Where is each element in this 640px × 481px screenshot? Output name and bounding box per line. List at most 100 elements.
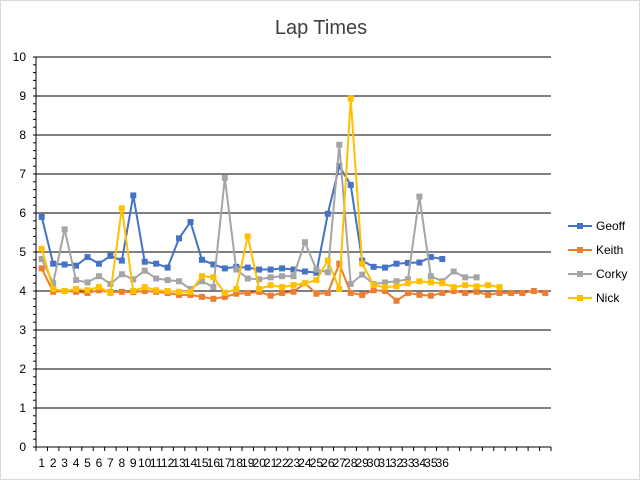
- data-point: [404, 289, 411, 296]
- x-tick-label: 17: [218, 456, 232, 470]
- x-tick-label: 19: [241, 456, 255, 470]
- data-point: [347, 181, 354, 188]
- data-point: [164, 288, 171, 294]
- series-line-nick: [40, 97, 500, 294]
- data-point: [473, 283, 480, 290]
- data-point: [416, 278, 423, 285]
- x-tick-label: 23: [287, 456, 301, 470]
- x-tick-label: 15: [195, 456, 209, 470]
- data-point: [416, 291, 423, 298]
- data-point: [210, 274, 217, 281]
- data-point: [164, 264, 171, 271]
- data-point: [370, 282, 377, 289]
- data-point: [221, 293, 228, 300]
- data-point: [313, 269, 320, 276]
- x-tick-label: 2: [50, 456, 57, 470]
- data-point: [473, 274, 480, 281]
- x-tick-label: 12: [161, 456, 175, 470]
- data-point: [485, 282, 492, 289]
- data-point: [359, 271, 366, 278]
- x-tick-label: 1: [38, 456, 45, 470]
- data-point: [141, 288, 148, 294]
- data-point: [324, 269, 331, 276]
- data-point: [176, 235, 183, 242]
- data-point: [279, 284, 286, 291]
- data-point: [336, 141, 343, 148]
- legend-label: Geoff: [596, 219, 626, 233]
- data-point: [359, 260, 366, 267]
- data-point: [542, 289, 549, 296]
- data-point: [450, 284, 457, 291]
- data-point: [290, 266, 297, 273]
- data-point: [439, 256, 446, 263]
- data-point: [176, 291, 183, 298]
- data-point: [301, 268, 308, 275]
- x-tick-label: 25: [310, 456, 324, 470]
- data-point: [519, 289, 526, 296]
- data-point: [118, 257, 125, 264]
- data-point: [416, 193, 423, 200]
- data-point: [95, 273, 102, 280]
- data-point: [462, 282, 469, 289]
- data-point: [244, 275, 251, 282]
- legend-label: Keith: [596, 243, 623, 257]
- data-point: [210, 261, 217, 268]
- data-point: [118, 288, 125, 295]
- x-tick-label: 7: [107, 456, 114, 470]
- data-point: [198, 278, 205, 285]
- x-tick-label: 8: [118, 456, 125, 470]
- y-tick-label: 7: [19, 167, 26, 181]
- data-point: [153, 275, 160, 282]
- series-lines: [38, 95, 549, 304]
- data-point: [244, 289, 251, 296]
- data-point: [73, 262, 80, 269]
- y-tick-label: 1: [19, 401, 26, 415]
- x-tick-label: 13: [172, 456, 186, 470]
- data-point: [462, 274, 469, 281]
- x-tick-label: 16: [207, 456, 221, 470]
- legend-item-keith: Keith: [568, 243, 623, 257]
- data-point: [84, 279, 91, 286]
- data-point: [301, 239, 308, 246]
- series-nick: [38, 95, 503, 296]
- data-point: [61, 226, 68, 233]
- data-point: [221, 174, 228, 181]
- data-point: [38, 256, 45, 263]
- x-tick-label: 34: [413, 456, 427, 470]
- data-point: [382, 284, 389, 291]
- y-tick-label: 3: [19, 323, 26, 337]
- data-point: [50, 260, 57, 267]
- data-point: [313, 277, 320, 284]
- legend-swatch-marker: [577, 223, 583, 229]
- legend-label: Corky: [596, 267, 627, 281]
- data-point: [290, 288, 297, 295]
- data-point: [370, 287, 377, 294]
- y-tick-label: 10: [13, 50, 27, 64]
- legend: Geoff Keith Corky Nick: [568, 219, 627, 305]
- chart-title: Lap Times: [275, 17, 367, 39]
- y-tick-label: 4: [19, 284, 26, 298]
- x-tick-label: 14: [184, 456, 198, 470]
- y-tick-label: 9: [19, 89, 26, 103]
- data-point: [382, 279, 389, 286]
- x-tick-label: 4: [73, 456, 80, 470]
- x-tick-label: 9: [130, 456, 137, 470]
- data-point: [256, 276, 263, 283]
- data-point: [267, 274, 274, 281]
- data-point: [279, 273, 286, 280]
- data-point: [404, 280, 411, 287]
- data-point: [176, 288, 183, 295]
- x-tick-label: 20: [252, 456, 266, 470]
- data-point: [164, 277, 171, 284]
- legend-label: Nick: [596, 291, 620, 305]
- legend-swatch-marker: [577, 247, 583, 253]
- y-tick-label: 8: [19, 128, 26, 142]
- data-point: [507, 289, 514, 296]
- data-point: [439, 289, 446, 296]
- data-point: [267, 292, 274, 299]
- data-point: [210, 295, 217, 302]
- data-point: [404, 276, 411, 283]
- data-point: [38, 213, 45, 220]
- x-tick-label: 21: [264, 456, 278, 470]
